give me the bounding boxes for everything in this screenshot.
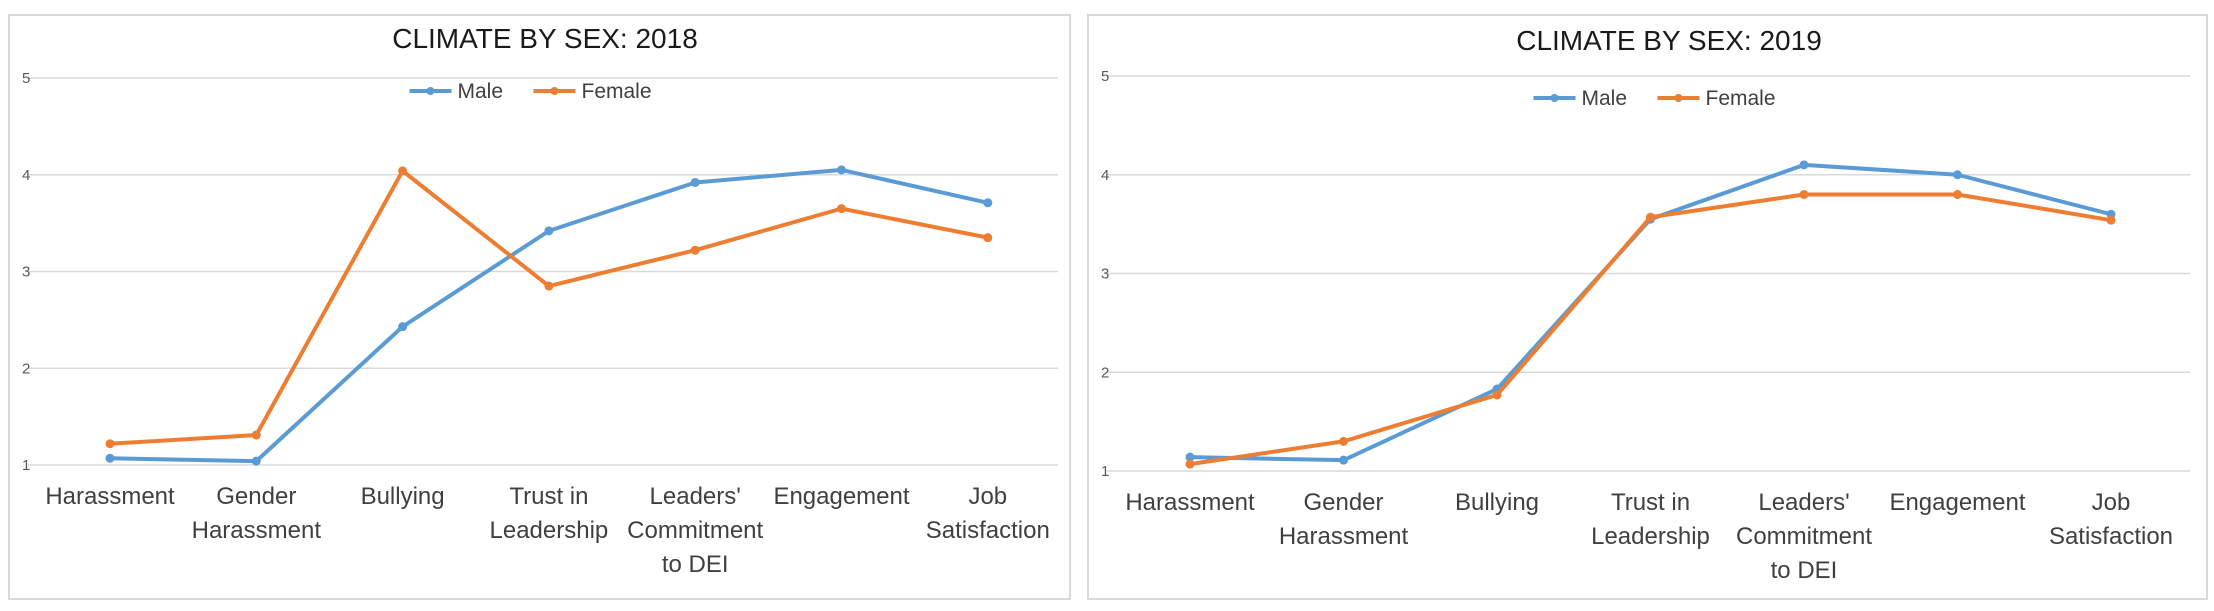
x-tick-label-line: Harassment: [192, 517, 322, 544]
x-tick-label-line: Harassment: [1125, 489, 1255, 516]
x-tick-label: Gender Harassment: [1279, 489, 1409, 550]
y-tick-label: 2: [22, 360, 30, 377]
legend: Male Female: [409, 80, 652, 103]
x-tick-label-line: Leadership: [490, 517, 609, 544]
legend-item-female: Female: [533, 80, 652, 103]
x-tick-label: Leaders' Commitment to DEI: [627, 483, 763, 578]
series-line-female: [108, 168, 990, 446]
x-tick-label-line: Leaders': [650, 483, 741, 510]
data-point-female: [1339, 436, 1348, 446]
x-tick-label-line: Satisfaction: [926, 517, 1050, 544]
data-point-male: [398, 322, 408, 332]
x-tick-label: Leaders' Commitment to DEI: [1736, 489, 1872, 584]
legend-label: Female: [582, 80, 652, 103]
line-chart-2019: 1 2 3 4 5 CLIMATE BY SEX: 2019 Male Female Haras…: [1101, 25, 2190, 584]
data-point-female: [983, 233, 993, 243]
legend-label: Female: [1706, 87, 1776, 110]
legend-item-male: Male: [1533, 87, 1628, 110]
y-tick-label: 1: [22, 457, 30, 474]
series-line-male: [108, 167, 990, 464]
data-point-male: [105, 453, 115, 463]
data-point-male: [690, 177, 700, 187]
x-tick-label-line: Engagement: [1889, 489, 2025, 516]
data-point-female: [544, 281, 554, 291]
legend: Male Female: [1533, 87, 1776, 110]
x-tick-label: Trust in Leadership: [490, 483, 609, 544]
y-tick-label: 5: [1101, 68, 1109, 85]
legend-label: Male: [458, 80, 504, 103]
data-point-female: [837, 204, 846, 214]
data-point-female: [690, 245, 700, 255]
data-point-female: [1799, 190, 1809, 199]
y-tick-label: 3: [1101, 266, 1109, 283]
x-tick-label-line: Job: [968, 483, 1007, 510]
x-tick-label: Trust in Leadership: [1591, 489, 1710, 550]
legend-swatch-marker: [550, 87, 559, 95]
x-tick-label-line: Bullying: [361, 483, 445, 510]
data-point-male: [1185, 452, 1195, 462]
x-tick-label: Bullying: [1455, 489, 1539, 516]
y-tick-label: 4: [22, 167, 30, 184]
data-point-male: [544, 226, 554, 236]
legend-item-male: Male: [409, 80, 504, 103]
x-tick-label-line: Leaders': [1758, 489, 1849, 516]
x-tick-label: Engagement: [1889, 489, 2025, 516]
data-point-male: [837, 165, 846, 175]
data-point-male: [1799, 160, 1809, 170]
legend-swatch-marker: [426, 87, 435, 95]
chart-title: CLIMATE BY SEX: 2019: [1516, 25, 1822, 56]
data-point-female: [398, 166, 408, 176]
y-tick-label: 1: [1101, 463, 1109, 480]
x-tick-label-line: Engagement: [773, 483, 909, 510]
x-tick-label-line: Commitment: [1736, 523, 1872, 550]
x-tick-label-line: Harassment: [45, 483, 175, 510]
x-tick-label: Gender Harassment: [192, 483, 322, 544]
x-tick-label-line: Trust in: [1611, 489, 1690, 516]
data-point-male: [251, 456, 261, 466]
chart-title: CLIMATE BY SEX: 2018: [392, 23, 698, 54]
y-tick-label: 4: [1101, 167, 1109, 184]
y-tick-label: 3: [22, 264, 30, 281]
data-point-female: [2106, 215, 2116, 225]
x-tick-label: Harassment: [45, 483, 175, 510]
chart-panel-2019: 1 2 3 4 5 CLIMATE BY SEX: 2019 Male Female Haras…: [1087, 14, 2208, 600]
x-tick-label: Harassment: [1125, 489, 1255, 516]
x-tick-label: Engagement: [773, 483, 909, 510]
x-tick-label-line: Leadership: [1591, 523, 1710, 550]
y-tick-label: 2: [1101, 364, 1109, 381]
data-point-female: [1646, 212, 1655, 222]
x-tick-label-line: Commitment: [627, 517, 763, 544]
x-tick-label-line: Trust in: [509, 483, 588, 510]
legend-swatch-marker: [1550, 94, 1559, 102]
x-tick-label-line: Bullying: [1455, 489, 1539, 516]
data-point-male: [1339, 455, 1348, 465]
x-tick-label-line: Gender: [216, 483, 296, 510]
data-point-female: [105, 439, 115, 449]
data-point-female: [251, 430, 261, 440]
data-point-male: [983, 198, 993, 208]
line-chart-2018: 1 2 3 4 5 CLIMATE BY SEX: 2018 Male Female Haras…: [22, 23, 1058, 578]
data-point-male: [1953, 170, 1962, 180]
series-line-male: [1188, 162, 2113, 463]
data-point-female: [1185, 459, 1195, 469]
x-tick-label-line: Harassment: [1279, 523, 1409, 550]
x-tick-label-line: Job: [2092, 489, 2131, 516]
x-tick-label-line: to DEI: [662, 551, 729, 578]
legend-swatch-marker: [1674, 94, 1683, 102]
data-point-female: [1953, 190, 1962, 199]
x-tick-label-line: Gender: [1303, 489, 1383, 516]
x-tick-label-line: Satisfaction: [2049, 523, 2173, 550]
x-tick-label-line: to DEI: [1771, 557, 1838, 584]
y-tick-label: 5: [22, 70, 30, 87]
data-point-female: [1492, 390, 1502, 400]
x-tick-label: Job Satisfaction: [926, 483, 1050, 544]
series-line-female: [1188, 192, 2113, 467]
x-tick-label: Job Satisfaction: [2049, 489, 2173, 550]
legend-label: Male: [1582, 87, 1628, 110]
chart-panel-2018: 1 2 3 4 5 CLIMATE BY SEX: 2018 Male Female Haras…: [8, 14, 1071, 600]
legend-item-female: Female: [1657, 87, 1776, 110]
x-tick-label: Bullying: [361, 483, 445, 510]
